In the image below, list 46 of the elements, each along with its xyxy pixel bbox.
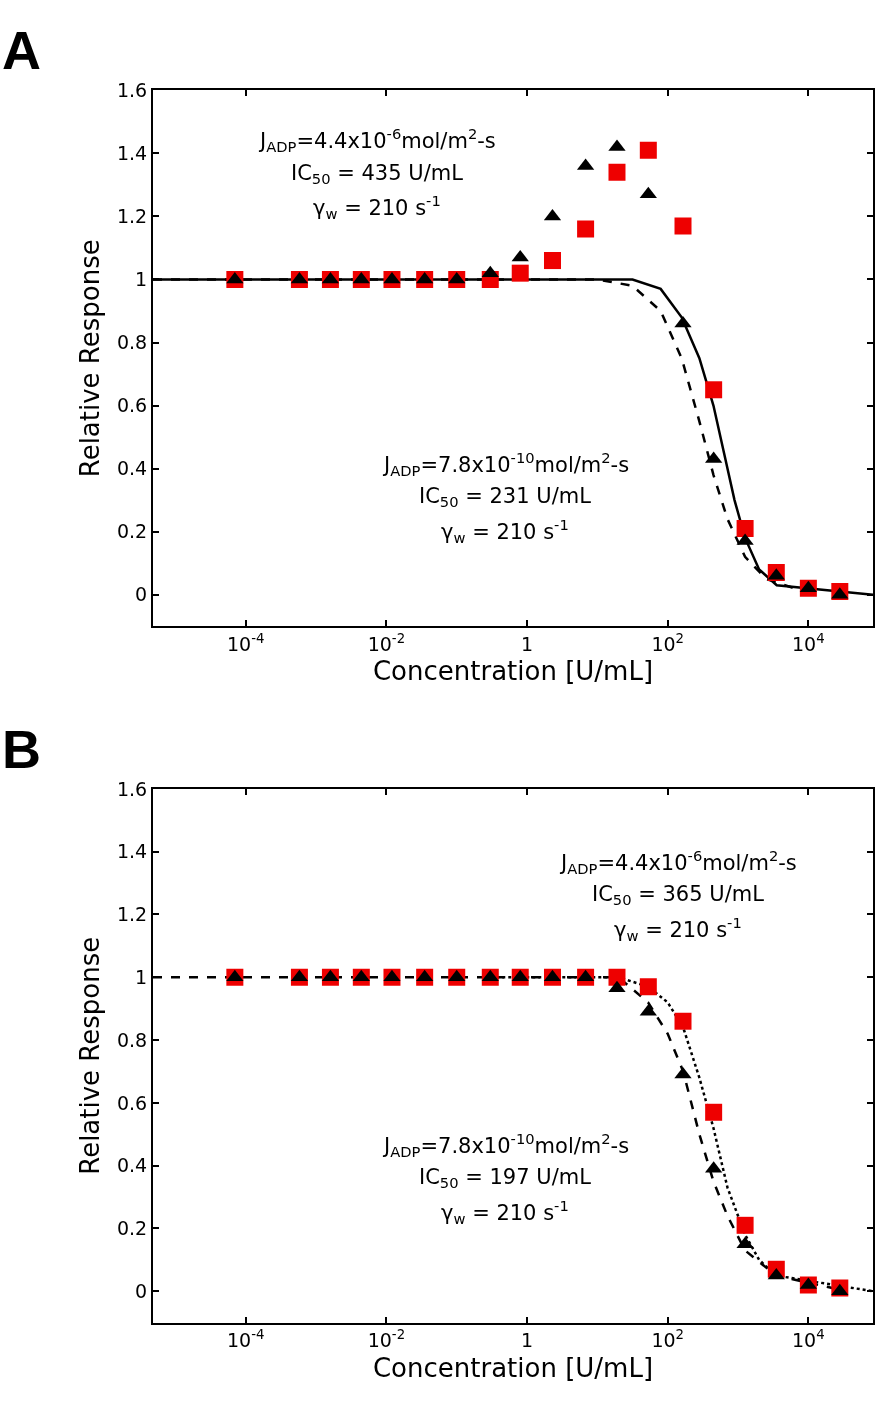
annotation: J$_{ADP}$=7.8x10$^{-10}$mol/m$^{2}$-s	[382, 1130, 630, 1161]
y-tick-label: 0.2	[116, 520, 148, 543]
annotation: J$_{ADP}$=4.4x10$^{-6}$mol/m$^{2}$-s	[559, 847, 797, 878]
annotation: γ$_{w}$ = 210 s$^{-1}$	[441, 1197, 569, 1228]
x-tick-label: 10$^{-2}$	[367, 630, 406, 655]
annotation: γ$_{w}$ = 210 s$^{-1}$	[313, 192, 441, 223]
annotation: IC$_{50}$ = 435 U/mL	[291, 161, 464, 188]
y-tick-label: 1.6	[116, 777, 148, 800]
y-axis-title: Relative Response	[74, 239, 105, 478]
x-axis-title: Concentration [U/mL]	[372, 656, 654, 687]
y-tick-label: 1.4	[116, 142, 148, 165]
annotation: IC$_{50}$ = 365 U/mL	[592, 882, 765, 909]
x-tick-label: 10$^{2}$	[651, 630, 685, 655]
x-tick-label: 10$^{-2}$	[367, 1327, 406, 1352]
y-tick-label: 0.6	[116, 394, 148, 417]
y-tick-label: 0.4	[116, 1154, 148, 1177]
y-axis-title: Relative Response	[74, 936, 105, 1175]
x-tick-label: 1	[521, 1329, 534, 1352]
y-tick-label: 1.2	[116, 205, 148, 228]
y-tick-label: 1	[135, 965, 148, 988]
y-tick-label: 1	[135, 268, 148, 291]
y-tick-label: 1.6	[116, 79, 148, 102]
annotation: γ$_{w}$ = 210 s$^{-1}$	[441, 516, 569, 547]
y-tick-label: 1.2	[116, 903, 148, 926]
x-tick-label: 10$^{4}$	[792, 1327, 825, 1352]
x-axis-title: Concentration [U/mL]	[372, 1352, 654, 1383]
x-tick-label: 10$^{4}$	[792, 630, 825, 655]
annotation: γ$_{w}$ = 210 s$^{-1}$	[614, 914, 742, 945]
annotation: IC$_{50}$ = 231 U/mL	[419, 484, 592, 511]
chart-title: A	[2, 20, 41, 80]
y-tick-label: 0.6	[116, 1091, 148, 1114]
y-tick-label: 0	[135, 1279, 148, 1302]
y-tick-label: 0.4	[116, 457, 148, 480]
annotation: IC$_{50}$ = 197 U/mL	[419, 1165, 592, 1192]
y-tick-label: 0.8	[116, 1028, 148, 1051]
chart-title: B	[2, 719, 41, 779]
x-tick-label: 10$^{-4}$	[227, 630, 265, 655]
y-tick-label: 0	[135, 583, 148, 606]
annotation: J$_{ADP}$=4.4x10$^{-6}$mol/m$^{2}$-s	[258, 125, 496, 156]
y-tick-label: 0.2	[116, 1217, 148, 1240]
y-tick-label: 1.4	[116, 840, 148, 863]
x-tick-label: 10$^{-4}$	[227, 1327, 265, 1352]
annotation: J$_{ADP}$=7.8x10$^{-10}$mol/m$^{2}$-s	[382, 449, 630, 480]
x-tick-label: 1	[521, 632, 534, 655]
x-tick-label: 10$^{2}$	[651, 1327, 685, 1352]
y-tick-label: 0.8	[116, 331, 148, 354]
